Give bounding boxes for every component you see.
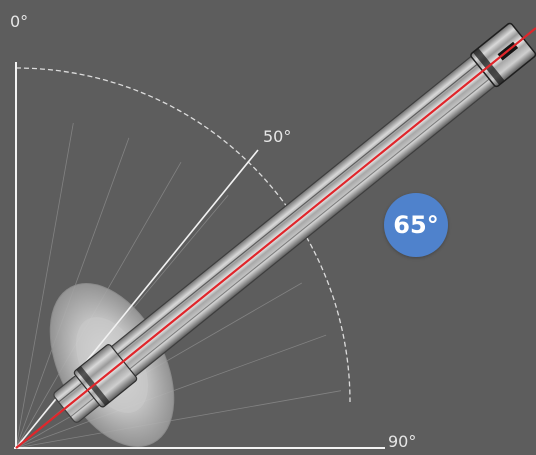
label-90-degrees: 90° [388,432,417,451]
angle-badge: 65° [384,193,448,257]
label-50-degrees: 50° [263,127,292,146]
label-0-degrees: 0° [10,12,29,31]
fan-ray [15,122,74,449]
fan-ray [15,390,342,449]
tool-axis-line [15,27,536,449]
